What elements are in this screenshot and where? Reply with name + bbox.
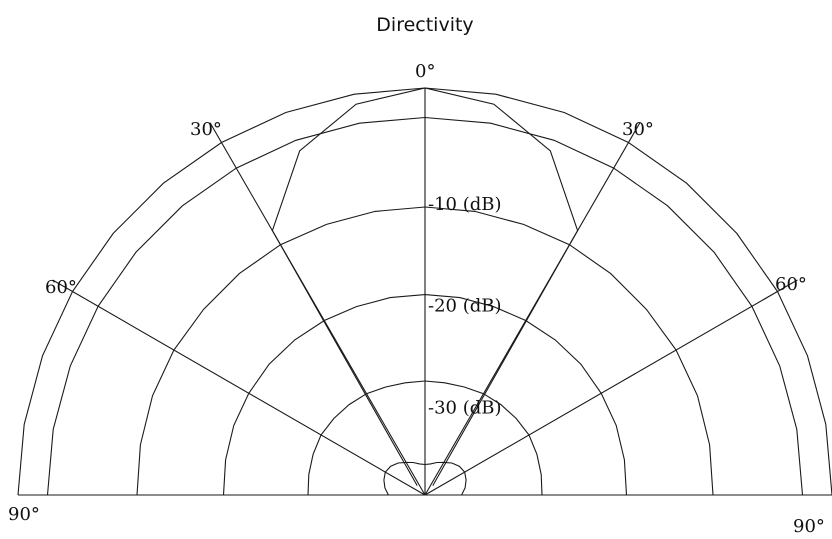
- spoke-4: [424, 122, 641, 496]
- curve-5: [383, 461, 467, 496]
- angle-label-0: 90°: [8, 504, 40, 525]
- curve-2: [136, 206, 714, 496]
- angle-label-6: 90°: [793, 516, 825, 537]
- label-group: 90° 60° 30° 0° 30° 60° 90° -10 (dB) -20 (dB) -30 …: [8, 61, 825, 537]
- curve-6: [271, 87, 579, 486]
- curve-3: [222, 294, 628, 496]
- angle-label-3: 0°: [415, 61, 435, 82]
- radial-label-0: -10 (dB): [428, 194, 502, 215]
- curve-4: [307, 380, 543, 496]
- radial-label-2: -30 (dB): [428, 397, 502, 418]
- angle-label-5: 60°: [775, 274, 807, 295]
- angle-label-1: 60°: [45, 277, 77, 298]
- angle-label-2: 30°: [190, 119, 222, 140]
- radial-label-1: -20 (dB): [428, 296, 502, 317]
- spoke-2: [209, 122, 426, 496]
- spoke-5: [424, 279, 798, 496]
- angle-label-4: 30°: [622, 119, 654, 140]
- chart-title: Directivity: [376, 14, 473, 36]
- polar-grid: [18, 88, 832, 496]
- spoke-1: [52, 279, 426, 496]
- curve-1: [46, 116, 804, 496]
- curve-group: [17, 87, 832, 496]
